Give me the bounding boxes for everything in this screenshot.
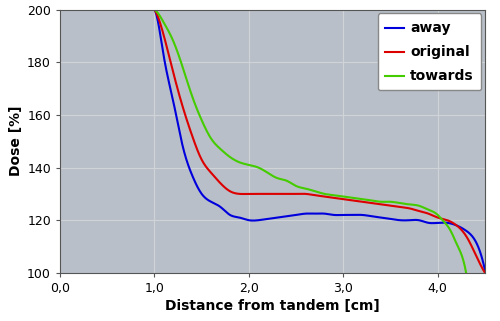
towards <box>300 186 306 190</box>
towards <box>302 187 308 190</box>
original <box>422 211 428 215</box>
original <box>482 271 488 275</box>
away <box>308 212 314 215</box>
towards <box>407 203 413 206</box>
original <box>348 198 354 202</box>
away <box>330 213 336 217</box>
away <box>422 220 428 224</box>
towards <box>463 271 469 275</box>
Line: towards: towards <box>154 10 466 273</box>
towards <box>456 246 462 250</box>
original <box>152 8 158 12</box>
towards <box>320 192 326 195</box>
away <box>474 242 480 246</box>
Line: away: away <box>154 10 485 270</box>
away <box>348 213 354 217</box>
towards <box>337 194 343 198</box>
X-axis label: Distance from tandem [cm]: Distance from tandem [cm] <box>165 299 380 313</box>
Y-axis label: Dose [%]: Dose [%] <box>9 106 23 177</box>
original <box>330 196 336 200</box>
towards <box>152 8 158 12</box>
away <box>482 268 488 272</box>
Line: original: original <box>154 10 485 273</box>
away <box>152 8 158 12</box>
Legend: away, original, towards: away, original, towards <box>378 13 481 91</box>
original <box>308 193 314 196</box>
away <box>310 212 316 215</box>
original <box>310 193 316 197</box>
original <box>474 256 480 260</box>
